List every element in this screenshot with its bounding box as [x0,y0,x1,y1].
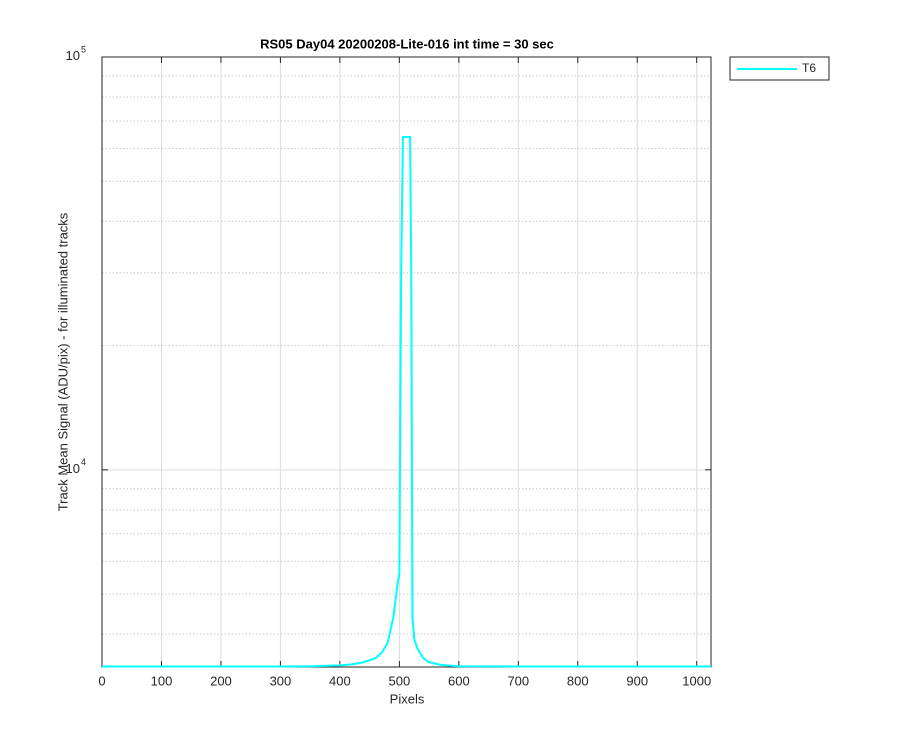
x-tick-label: 500 [389,673,411,688]
line-series [102,136,711,668]
x-tick-label: 900 [626,673,648,688]
x-tick-label: 300 [270,673,292,688]
y-tick-label: 10 [66,48,80,63]
x-tick-label: 100 [151,673,173,688]
x-tick-label: 200 [210,673,232,688]
x-axis-label: Pixels [390,691,425,706]
x-tick-label: 600 [448,673,470,688]
chart-title: RS05 Day04 20200208-Lite-016 int time = … [260,36,554,51]
legend-label: T6 [802,61,816,75]
y-tick-label: 10 [66,461,80,476]
x-tick-label: 1000 [682,673,711,688]
y-tick-base: 10 [66,461,80,476]
x-tick-label: 800 [567,673,589,688]
plot-frame [101,56,712,668]
y-tick-exponent: 4 [81,457,86,467]
x-tick-label: 0 [98,673,105,688]
x-tick-label: 700 [507,673,529,688]
y-tick-base: 10 [66,48,80,63]
y-tick-exponent: 5 [81,44,86,54]
x-tick-label: 400 [329,673,351,688]
y-axis-label: Track Mean Signal (ADU/pix) - for illumi… [55,212,70,511]
